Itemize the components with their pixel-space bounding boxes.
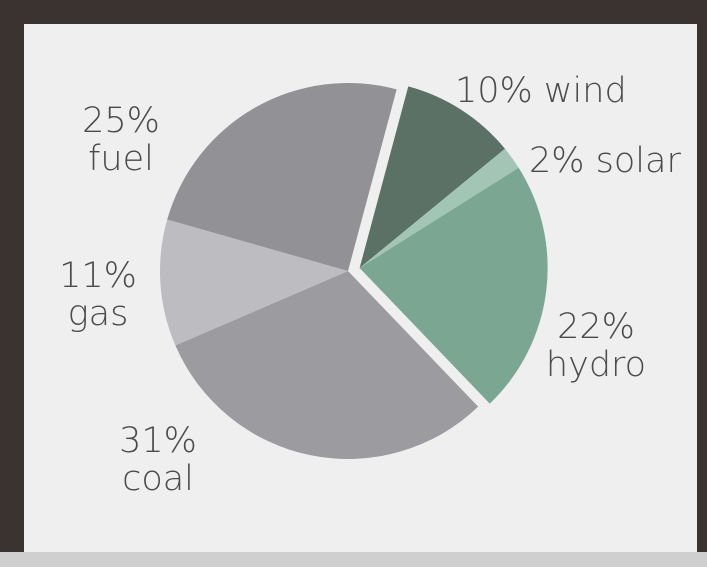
pie-slice-gas	[159, 219, 348, 346]
slice-value-coal: 31%	[119, 421, 197, 461]
slice-name-gas: gas	[68, 294, 129, 334]
slice-value-hydro: 22%	[557, 307, 635, 347]
slice-name-coal: coal	[122, 459, 194, 499]
slice-value-solar: 2%	[529, 141, 596, 181]
slice-value-wind: 10%	[455, 71, 544, 111]
bottom-strip	[0, 552, 707, 567]
pie-slice-wind	[359, 86, 505, 269]
pie-slice-solar	[359, 148, 519, 269]
slice-name-hydro: hydro	[546, 345, 646, 385]
slice-label-coal: 31% coal	[119, 421, 197, 499]
slice-label-fuel: 25% fuel	[82, 101, 160, 179]
slice-name-solar: solar	[596, 141, 682, 181]
slice-label-wind: 10% wind	[455, 71, 627, 111]
slice-label-solar: 2% solar	[529, 141, 681, 181]
slice-name-wind: wind	[544, 71, 627, 111]
pie-slice-hydro	[359, 167, 548, 404]
slice-value-gas: 11%	[59, 256, 137, 296]
slice-name-fuel: fuel	[88, 139, 154, 179]
pie-slices	[159, 82, 548, 459]
slice-label-gas: 11% gas	[59, 256, 137, 334]
slice-value-fuel: 25%	[82, 101, 160, 141]
slice-label-hydro: 22% hydro	[546, 307, 646, 385]
pie-slice-fuel	[167, 82, 397, 271]
pie-labels: 10% wind 2% solar 22% hydro 31% coal 11% gas 25%…	[59, 71, 681, 499]
pie-slice-coal	[175, 271, 479, 459]
